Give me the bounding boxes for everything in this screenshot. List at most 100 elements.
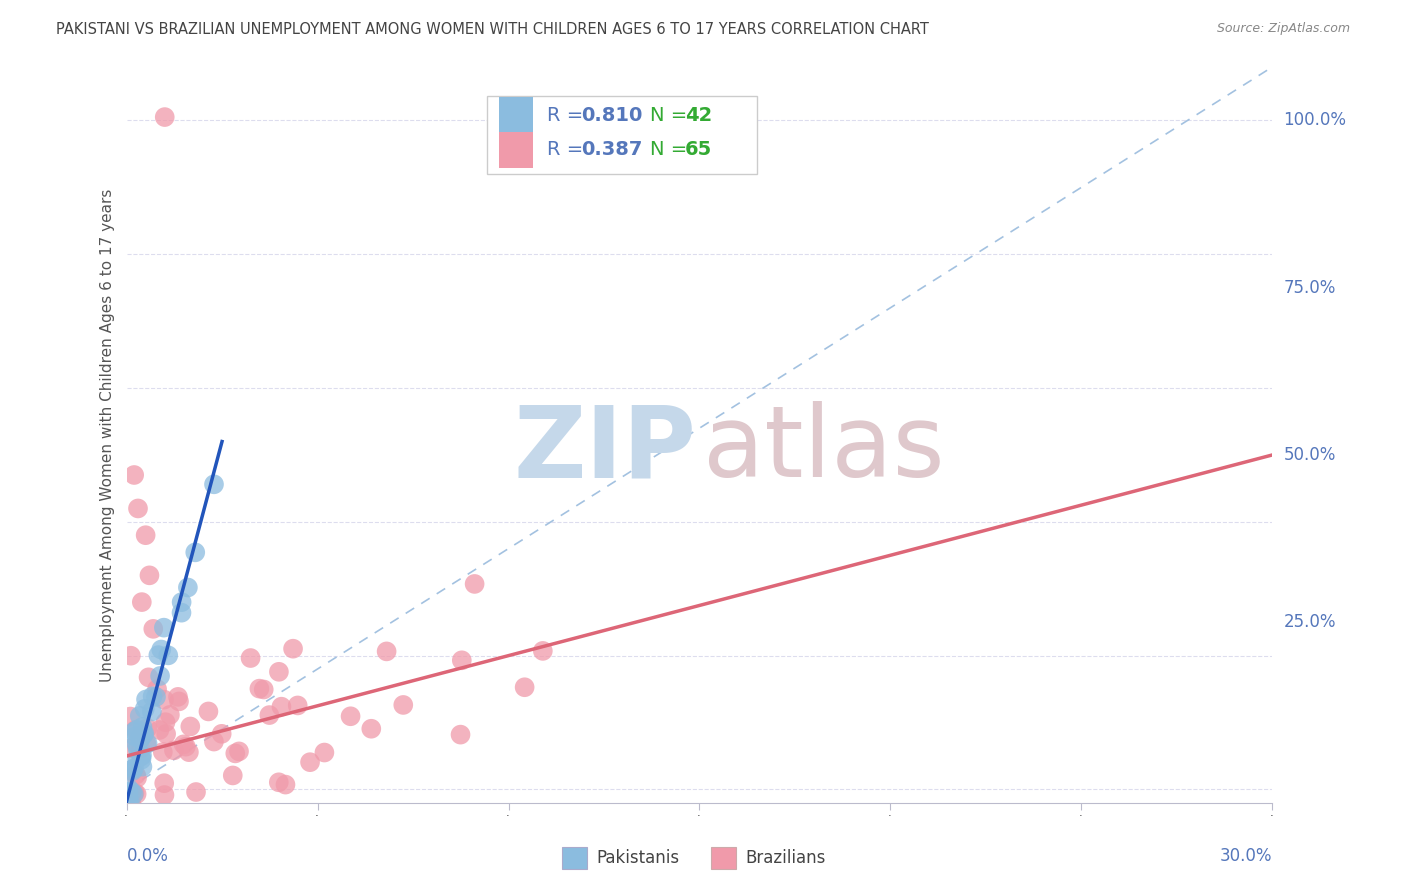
Text: 0.810: 0.810 [582, 105, 643, 125]
Point [267, 775, 290, 789]
Point [131, 720, 153, 734]
FancyBboxPatch shape [711, 847, 737, 869]
Point [152, 745, 174, 759]
Text: 75.0%: 75.0% [1284, 278, 1336, 297]
Point [138, 670, 160, 684]
Point [129, 732, 152, 747]
Point [202, 734, 225, 748]
Point [121, 763, 143, 777]
Text: 30.0%: 30.0% [1220, 847, 1272, 865]
Point [120, 796, 142, 810]
Point [117, 789, 139, 803]
Point [228, 744, 250, 758]
Point [145, 690, 167, 704]
Point [464, 577, 486, 591]
FancyBboxPatch shape [562, 847, 588, 869]
Point [118, 796, 141, 810]
Point [360, 722, 382, 736]
Point [157, 648, 180, 663]
Point [173, 737, 195, 751]
Text: 65: 65 [685, 140, 711, 160]
Text: 0.0%: 0.0% [127, 847, 169, 865]
Point [287, 698, 309, 713]
Point [222, 768, 245, 782]
Point [197, 705, 219, 719]
Text: Pakistanis: Pakistanis [596, 849, 679, 867]
Point [135, 737, 157, 751]
Point [125, 767, 148, 781]
Point [211, 727, 233, 741]
Point [274, 778, 297, 792]
Point [120, 709, 142, 723]
Point [267, 665, 290, 679]
FancyBboxPatch shape [499, 132, 533, 168]
Point [117, 785, 139, 799]
Text: 50.0%: 50.0% [1284, 446, 1336, 464]
Point [121, 764, 143, 778]
Point [247, 681, 270, 696]
Point [170, 595, 193, 609]
Point [125, 771, 148, 785]
Point [450, 653, 472, 667]
Point [141, 705, 163, 719]
Point [202, 477, 225, 491]
Point [153, 621, 176, 635]
Y-axis label: Unemployment Among Women with Children Ages 6 to 17 years: Unemployment Among Women with Children A… [100, 188, 115, 681]
Point [134, 726, 156, 740]
Point [120, 648, 142, 663]
Point [129, 749, 152, 764]
Point [450, 728, 472, 742]
Text: Brazilians: Brazilians [745, 849, 825, 867]
Point [339, 709, 361, 723]
Point [531, 644, 554, 658]
Text: PAKISTANI VS BRAZILIAN UNEMPLOYMENT AMONG WOMEN WITH CHILDREN AGES 6 TO 17 YEARS: PAKISTANI VS BRAZILIAN UNEMPLOYMENT AMON… [56, 22, 929, 37]
Point [142, 622, 165, 636]
Point [281, 641, 304, 656]
Point [299, 755, 322, 769]
Point [375, 644, 398, 658]
Text: atlas: atlas [703, 401, 945, 498]
Point [177, 745, 200, 759]
Point [153, 110, 176, 124]
Point [129, 731, 152, 745]
Point [120, 741, 142, 756]
Point [131, 760, 153, 774]
Point [153, 776, 176, 790]
Point [131, 595, 153, 609]
Point [170, 606, 193, 620]
Text: R =: R = [547, 105, 589, 125]
Point [125, 787, 148, 801]
Point [174, 739, 197, 754]
Point [184, 785, 207, 799]
Point [132, 728, 155, 742]
Text: 25.0%: 25.0% [1284, 613, 1336, 632]
Text: N =: N = [650, 105, 693, 125]
Point [131, 748, 153, 763]
Point [135, 528, 157, 542]
Point [314, 746, 336, 760]
Text: 0.387: 0.387 [582, 140, 643, 160]
Point [149, 669, 172, 683]
Point [142, 690, 165, 704]
Text: 100.0%: 100.0% [1284, 112, 1347, 129]
Point [124, 724, 146, 739]
Point [127, 752, 149, 766]
Point [146, 681, 169, 696]
Point [136, 736, 159, 750]
Point [131, 753, 153, 767]
Text: ZIP: ZIP [513, 401, 696, 498]
Point [148, 648, 170, 662]
Point [138, 568, 160, 582]
Text: N =: N = [650, 140, 693, 160]
Point [127, 501, 149, 516]
Point [177, 581, 200, 595]
Text: R =: R = [547, 140, 589, 160]
Point [239, 651, 262, 665]
Text: Source: ZipAtlas.com: Source: ZipAtlas.com [1216, 22, 1350, 36]
Point [153, 692, 176, 706]
Point [122, 467, 145, 482]
Point [163, 743, 186, 757]
Point [153, 788, 176, 802]
Point [148, 723, 170, 737]
Point [125, 723, 148, 737]
